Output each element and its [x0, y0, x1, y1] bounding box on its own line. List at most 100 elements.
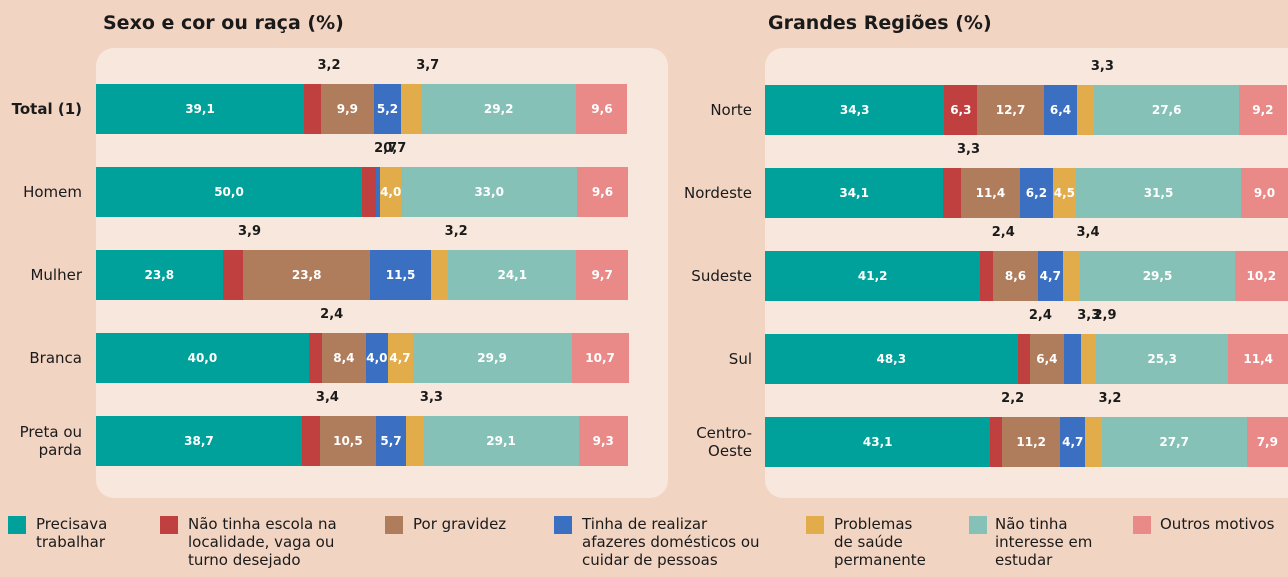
- bar-segment: [401, 84, 422, 134]
- category-label: Total (1): [11, 100, 82, 118]
- bar-segment: 6,4: [1043, 85, 1078, 135]
- legend-swatch: [160, 516, 178, 534]
- bar-segment: 9,7: [576, 250, 628, 300]
- value-label: 2,4: [991, 225, 1015, 240]
- bar-segment: 4,7: [1060, 417, 1086, 467]
- legend-label: Não tinha escola na localidade, vaga ou …: [188, 515, 337, 569]
- bar-segment: 38,7: [96, 416, 302, 466]
- bar-segment: 29,1: [423, 416, 579, 466]
- bar-segment: [406, 416, 424, 466]
- bar-segment: 39,1: [96, 84, 304, 134]
- legend-label: Tinha de realizar afazeres domésticos ou…: [582, 515, 760, 569]
- value-label: 3,9: [237, 224, 262, 239]
- bar-segment: 41,2: [765, 251, 981, 301]
- category-label: Homem: [23, 183, 82, 201]
- category-label: Mulher: [30, 266, 82, 284]
- bar-segment: 11,4: [1228, 334, 1288, 384]
- category-label: Nordeste: [684, 184, 752, 202]
- value-label: 2,9: [1093, 308, 1117, 323]
- bar-segment: 11,4: [960, 168, 1021, 218]
- bar-segment: 9,0: [1240, 168, 1288, 218]
- bar-segment: 9,9: [321, 84, 374, 134]
- legend-label: Precisava trabalhar: [36, 515, 108, 551]
- bar-segment: 8,4: [321, 333, 367, 383]
- bar-segment: 6,4: [1030, 334, 1064, 384]
- bar-segment: 4,7: [387, 333, 413, 383]
- bar-segment: 48,3: [765, 334, 1018, 384]
- bar-segment: 34,3: [765, 85, 945, 135]
- legend-swatch: [1133, 516, 1151, 534]
- bar-segment: 23,8: [96, 250, 223, 300]
- bar-segment: 9,2: [1238, 85, 1287, 135]
- bar-segment: [308, 333, 322, 383]
- category-label: Norte: [710, 101, 752, 119]
- bar-segment: [1062, 251, 1081, 301]
- bar-segment: 4,0: [366, 333, 388, 383]
- legend-swatch: [554, 516, 572, 534]
- value-label: 3,4: [1076, 225, 1100, 240]
- bar-segment: 29,5: [1080, 251, 1235, 301]
- bar-segment: 8,6: [993, 251, 1038, 301]
- bar-segment: [362, 167, 377, 217]
- value-label: 3,2: [317, 58, 341, 73]
- bar-segment: 34,1: [765, 168, 944, 218]
- value-label: 3,4: [315, 390, 339, 405]
- chart-title: Grandes Regiões (%): [768, 12, 992, 34]
- bar-segment: 10,7: [571, 333, 629, 383]
- bar-segment: 11,5: [369, 250, 432, 300]
- bar-segment: [1063, 334, 1081, 384]
- category-label: Sul: [728, 350, 752, 368]
- bar-segment: 43,1: [765, 417, 991, 467]
- bar-segment: 50,0: [96, 167, 362, 217]
- bar-segment: 7,9: [1246, 417, 1288, 467]
- category-label: Preta ou parda: [19, 423, 82, 459]
- bar-segment: [943, 168, 961, 218]
- bar-segment: 10,2: [1234, 251, 1288, 301]
- legend-label: Não tinha interesse em estudar: [995, 515, 1093, 569]
- legend-label: Por gravidez: [413, 515, 507, 533]
- value-label: 2,4: [320, 307, 344, 322]
- bar-segment: 11,2: [1001, 417, 1061, 467]
- value-label: 3,3: [1090, 59, 1114, 74]
- bar-segment: 27,7: [1101, 417, 1247, 467]
- value-label: 3,3: [419, 390, 443, 405]
- bar-segment: 33,0: [401, 167, 577, 217]
- bar-segment: 40,0: [96, 333, 309, 383]
- bar-segment: 4,5: [1052, 168, 1077, 218]
- bar-segment: [431, 250, 449, 300]
- value-label: 0,7: [383, 141, 407, 156]
- legend-label: Outros motivos: [1160, 515, 1275, 533]
- bar-segment: [1080, 334, 1097, 384]
- bar-segment: 6,2: [1020, 168, 1053, 218]
- bar-segment: 12,7: [977, 85, 1044, 135]
- value-label: 3,3: [1077, 308, 1101, 323]
- legend-label: Problemas de saúde permanente: [834, 515, 926, 569]
- bar-segment: [222, 250, 244, 300]
- bar-segment: 23,8: [243, 250, 370, 300]
- value-label: 3,3: [956, 142, 980, 157]
- bar-segment: 10,5: [319, 416, 376, 466]
- legend-swatch: [969, 516, 987, 534]
- value-label: 3,2: [444, 224, 468, 239]
- bar-segment: [1085, 417, 1102, 467]
- bar-segment: [304, 84, 322, 134]
- bar-segment: 5,2: [373, 84, 402, 134]
- bar-segment: 6,3: [944, 85, 978, 135]
- bar-segment: [1077, 85, 1095, 135]
- value-label: 2,7: [374, 141, 398, 156]
- bar-segment: 9,6: [576, 167, 628, 217]
- bar-segment: 5,7: [375, 416, 407, 466]
- bar-segment: [980, 251, 994, 301]
- bar-segment: 4,7: [1038, 251, 1063, 301]
- category-label: Centro- Oeste: [696, 424, 752, 460]
- bar-segment: [990, 417, 1002, 467]
- bar-segment: 4,0: [380, 167, 402, 217]
- category-label: Sudeste: [691, 267, 752, 285]
- bar-segment: 24,1: [448, 250, 577, 300]
- bar-segment: 25,3: [1096, 334, 1229, 384]
- value-label: 2,2: [1001, 391, 1025, 406]
- legend-swatch: [8, 516, 26, 534]
- value-label: 3,2: [1098, 391, 1122, 406]
- bar-segment: [376, 167, 381, 217]
